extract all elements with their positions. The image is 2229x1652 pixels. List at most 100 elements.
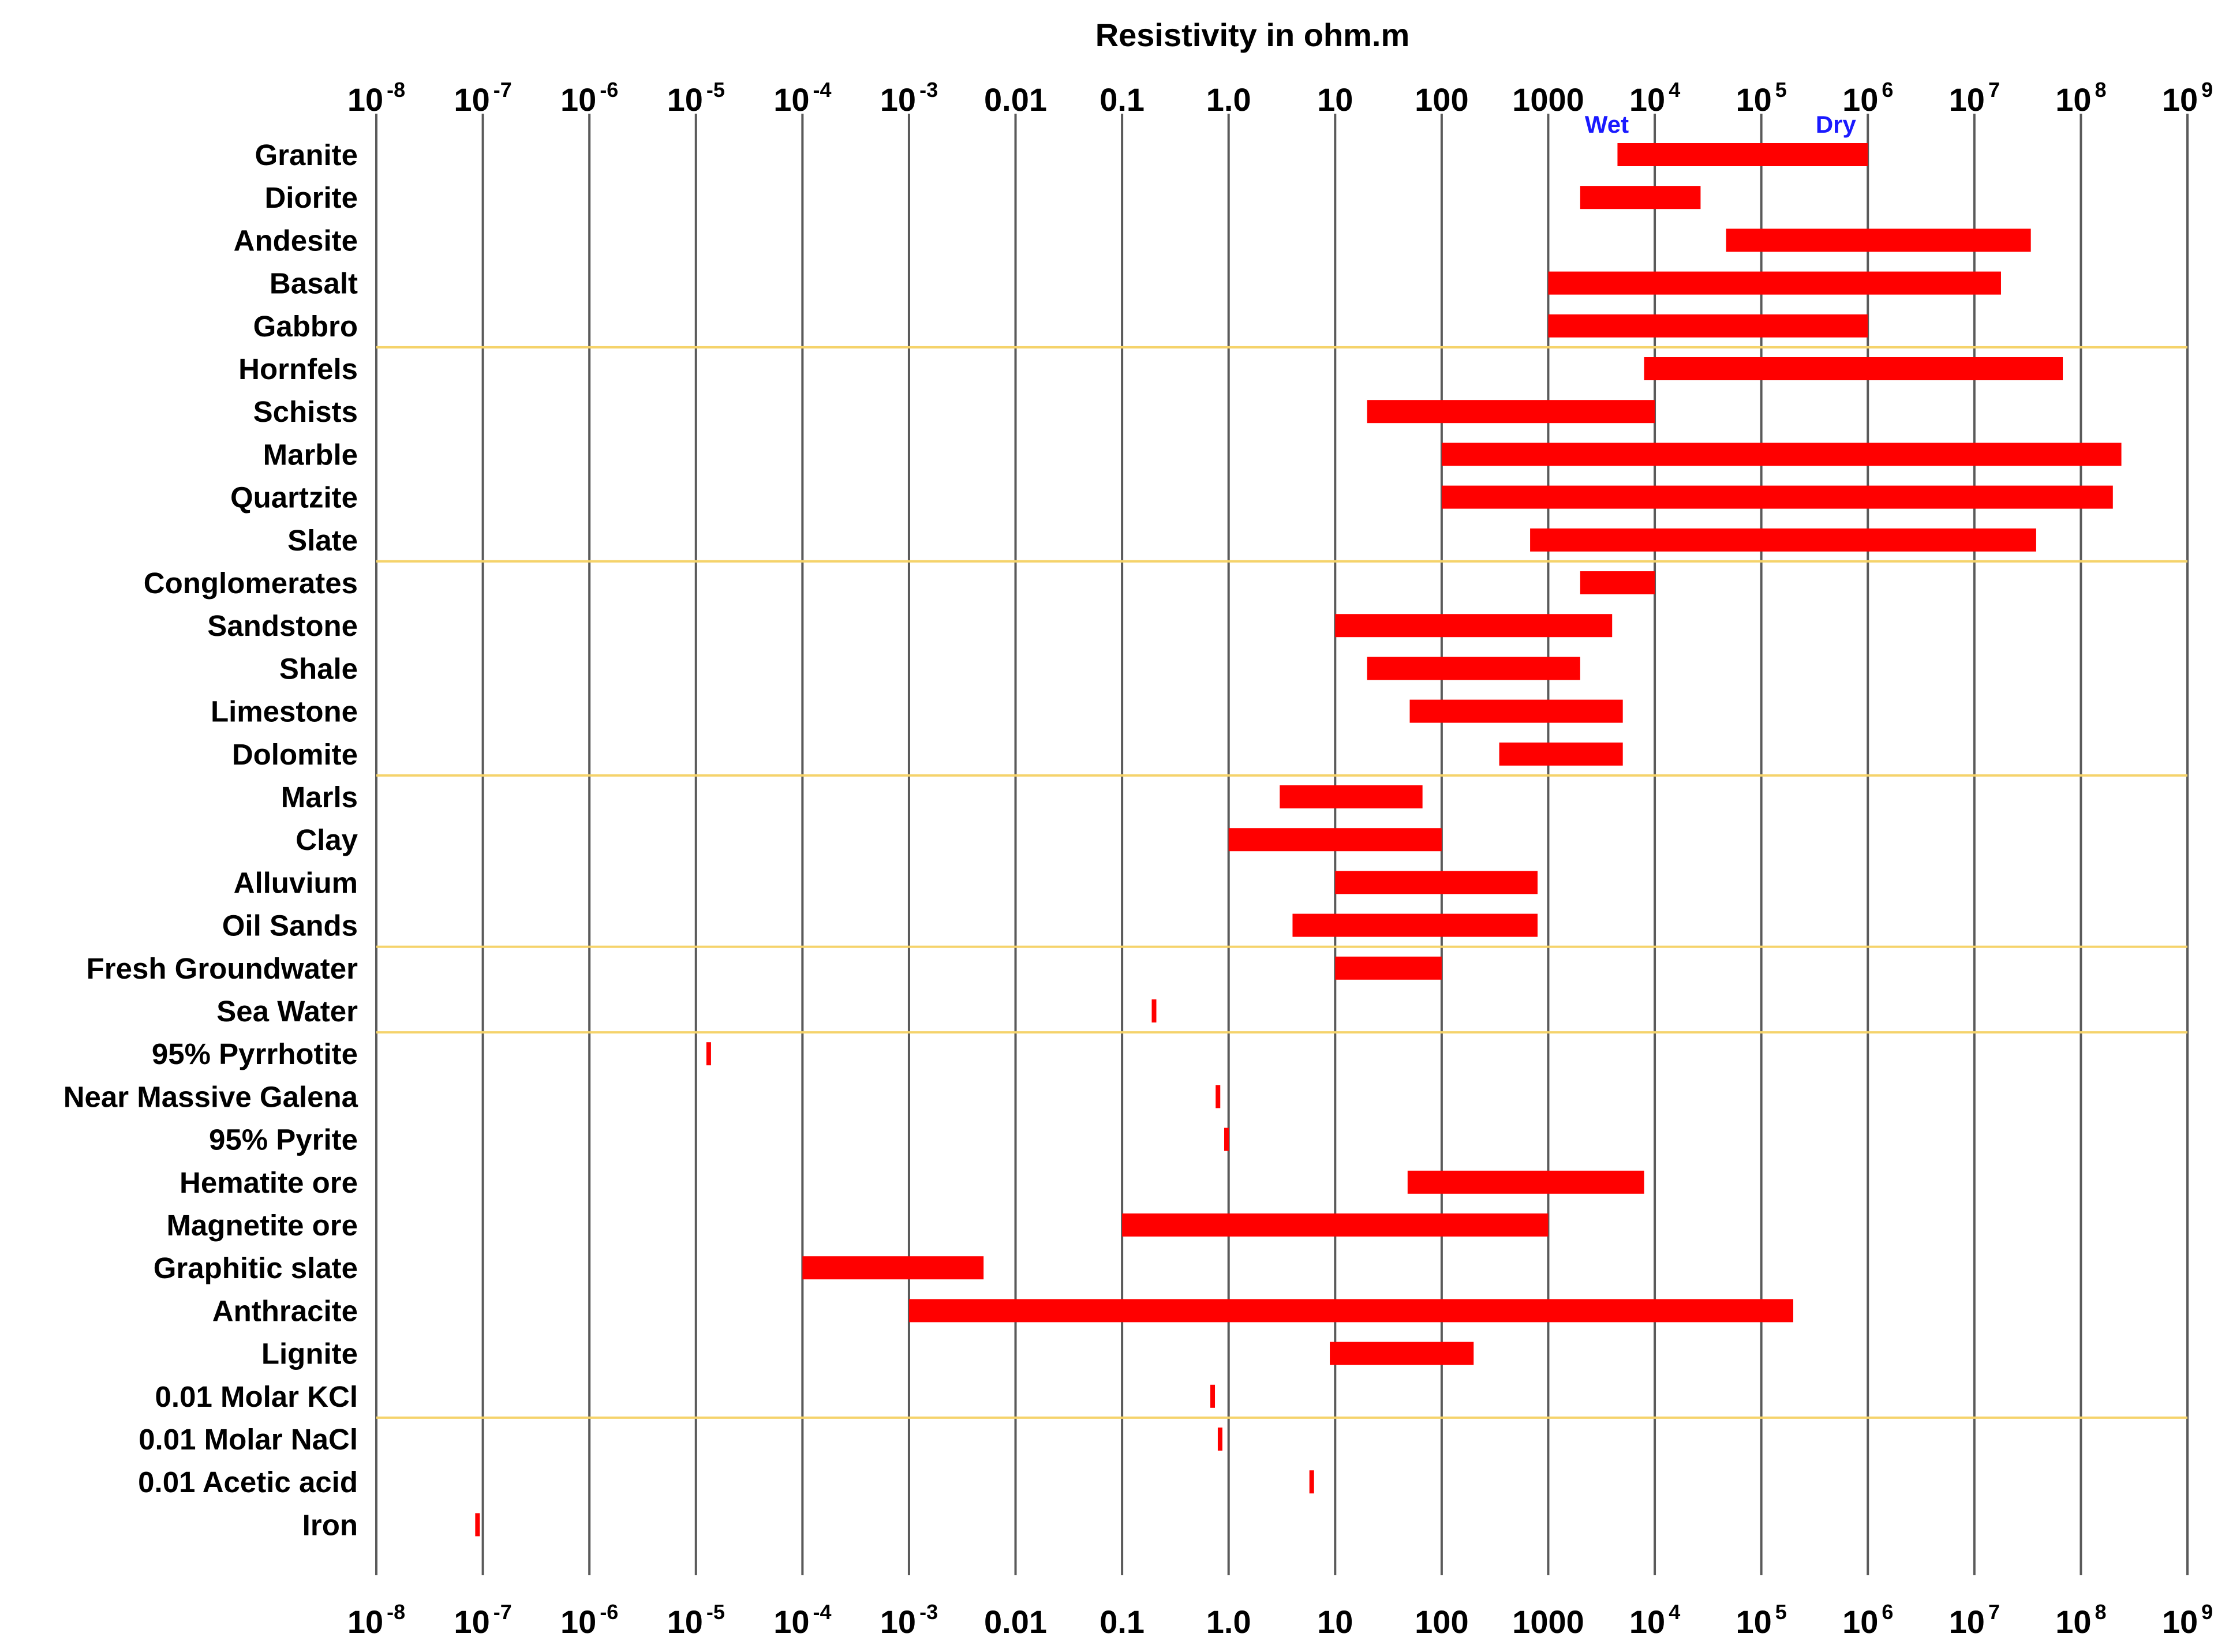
- bottom-tick-label: 10 -5: [667, 1600, 725, 1640]
- range-bar: [1726, 228, 2031, 252]
- bottom-tick-label: 1.0: [1206, 1604, 1251, 1640]
- bottom-tick-label: 10 -3: [880, 1600, 938, 1640]
- bottom-tick-label: 0.1: [1099, 1604, 1145, 1640]
- top-tick-label: 10 4: [1629, 78, 1680, 118]
- range-bar: [1280, 785, 1423, 808]
- row-label: Shale: [279, 652, 358, 685]
- chart-title: Resistivity in ohm.m: [1095, 17, 1410, 53]
- bottom-tick-label: 0.01: [984, 1604, 1047, 1640]
- top-tick-label: 0.1: [1099, 81, 1145, 118]
- row-label: Iron: [302, 1508, 358, 1541]
- top-tick-label: 10 -7: [454, 78, 511, 118]
- range-bar: [1330, 1342, 1474, 1365]
- annotation-wet: Wet: [1585, 111, 1629, 138]
- bottom-tick-label: 10 5: [1736, 1600, 1786, 1640]
- top-tick-label: 10 7: [1949, 78, 2000, 118]
- bottom-tick-label: 10 -7: [454, 1600, 511, 1640]
- top-tick-label: 10 9: [2162, 78, 2213, 118]
- row-label: Hematite ore: [179, 1166, 358, 1199]
- label-layer: 10 -8 10 -8 10 -7 10 -7 10 -6 10 -6 10 -5 10 -5 10 -4 10 -4…: [63, 78, 2213, 1640]
- row-label: Schists: [253, 395, 358, 428]
- range-bar: [908, 1299, 1794, 1323]
- row-label: Sea Water: [216, 995, 358, 1028]
- row-label: Limestone: [211, 695, 358, 728]
- bar-layer: [475, 143, 2122, 1537]
- row-label: Slate: [287, 524, 358, 557]
- top-tick-label: 10 -8: [347, 78, 405, 118]
- bottom-tick-label: 10 -4: [773, 1600, 831, 1640]
- range-bar: [1151, 999, 1157, 1022]
- row-label: 0.01 Molar KCl: [155, 1380, 358, 1413]
- row-label: 0.01 Molar NaCl: [139, 1423, 358, 1456]
- row-label: Gabbro: [253, 310, 358, 343]
- bottom-tick-label: 10 6: [1842, 1600, 1893, 1640]
- range-bar: [1644, 357, 2063, 380]
- bottom-tick-label: 10 -8: [347, 1600, 405, 1640]
- bottom-tick-label: 1000: [1512, 1604, 1584, 1640]
- annotation-dry: Dry: [1816, 111, 1857, 138]
- top-tick-label: 1.0: [1206, 81, 1251, 118]
- bottom-tick-label: 10 9: [2162, 1600, 2213, 1640]
- range-bar: [802, 1256, 984, 1280]
- row-label: Granite: [255, 138, 358, 171]
- range-bar: [1617, 143, 1868, 166]
- range-bar: [1407, 1170, 1644, 1194]
- row-label: Clay: [296, 823, 358, 856]
- range-bar: [1530, 528, 2036, 552]
- range-bar: [1409, 699, 1623, 723]
- row-label: Diorite: [264, 181, 358, 214]
- row-label: 95% Pyrite: [209, 1123, 358, 1156]
- top-tick-label: 0.01: [984, 81, 1047, 118]
- top-tick-label: 1000: [1512, 81, 1584, 118]
- top-tick-label: 10 -6: [560, 78, 618, 118]
- range-bar: [1441, 485, 2113, 509]
- range-bar: [1217, 1428, 1222, 1451]
- range-bar: [1580, 571, 1655, 594]
- range-bar: [706, 1042, 711, 1066]
- row-label: 95% Pyrrhotite: [152, 1037, 358, 1070]
- row-label: Oil Sands: [222, 909, 358, 942]
- bottom-tick-label: 100: [1415, 1604, 1468, 1640]
- row-label: Alluvium: [234, 866, 358, 899]
- top-tick-label: 100: [1415, 81, 1468, 118]
- range-bar: [1122, 1213, 1549, 1237]
- range-bar: [1335, 871, 1538, 894]
- range-bar: [1216, 1085, 1221, 1108]
- range-bar: [1228, 828, 1442, 852]
- bottom-tick-label: 10 4: [1629, 1600, 1680, 1640]
- row-label: 0.01 Acetic acid: [138, 1466, 358, 1499]
- row-label: Quartzite: [230, 481, 358, 514]
- range-bar: [1292, 913, 1538, 937]
- row-label: Basalt: [270, 267, 358, 300]
- row-label: Hornfels: [238, 353, 358, 385]
- row-label: Marble: [263, 438, 358, 471]
- row-label: Dolomite: [232, 738, 358, 771]
- range-bar: [1210, 1384, 1216, 1408]
- row-label: Sandstone: [207, 609, 358, 642]
- row-label: Conglomerates: [144, 567, 358, 600]
- row-label: Fresh Groundwater: [87, 952, 358, 985]
- bottom-tick-label: 10 7: [1949, 1600, 2000, 1640]
- bottom-tick-label: 10 8: [2055, 1600, 2106, 1640]
- range-bar: [1224, 1127, 1229, 1151]
- row-label: Lignite: [261, 1338, 358, 1370]
- range-bar: [1309, 1470, 1314, 1494]
- row-label: Magnetite ore: [166, 1209, 358, 1242]
- range-bar: [1335, 614, 1613, 638]
- range-bar: [1548, 271, 2001, 295]
- row-label: Near Massive Galena: [63, 1080, 358, 1113]
- row-label: Marls: [281, 781, 358, 814]
- range-bar: [1367, 657, 1580, 680]
- range-bar: [1548, 314, 1868, 338]
- range-bar: [1335, 956, 1442, 980]
- range-bar: [1367, 400, 1655, 424]
- row-label: Anthracite: [212, 1294, 358, 1327]
- top-tick-label: 10 -5: [667, 78, 725, 118]
- row-label: Andesite: [234, 224, 358, 257]
- bottom-tick-label: 10 -6: [560, 1600, 618, 1640]
- top-tick-label: 10: [1317, 81, 1353, 118]
- row-label: Graphitic slate: [154, 1252, 358, 1284]
- top-tick-label: 10 8: [2055, 78, 2106, 118]
- top-tick-label: 10 -3: [880, 78, 938, 118]
